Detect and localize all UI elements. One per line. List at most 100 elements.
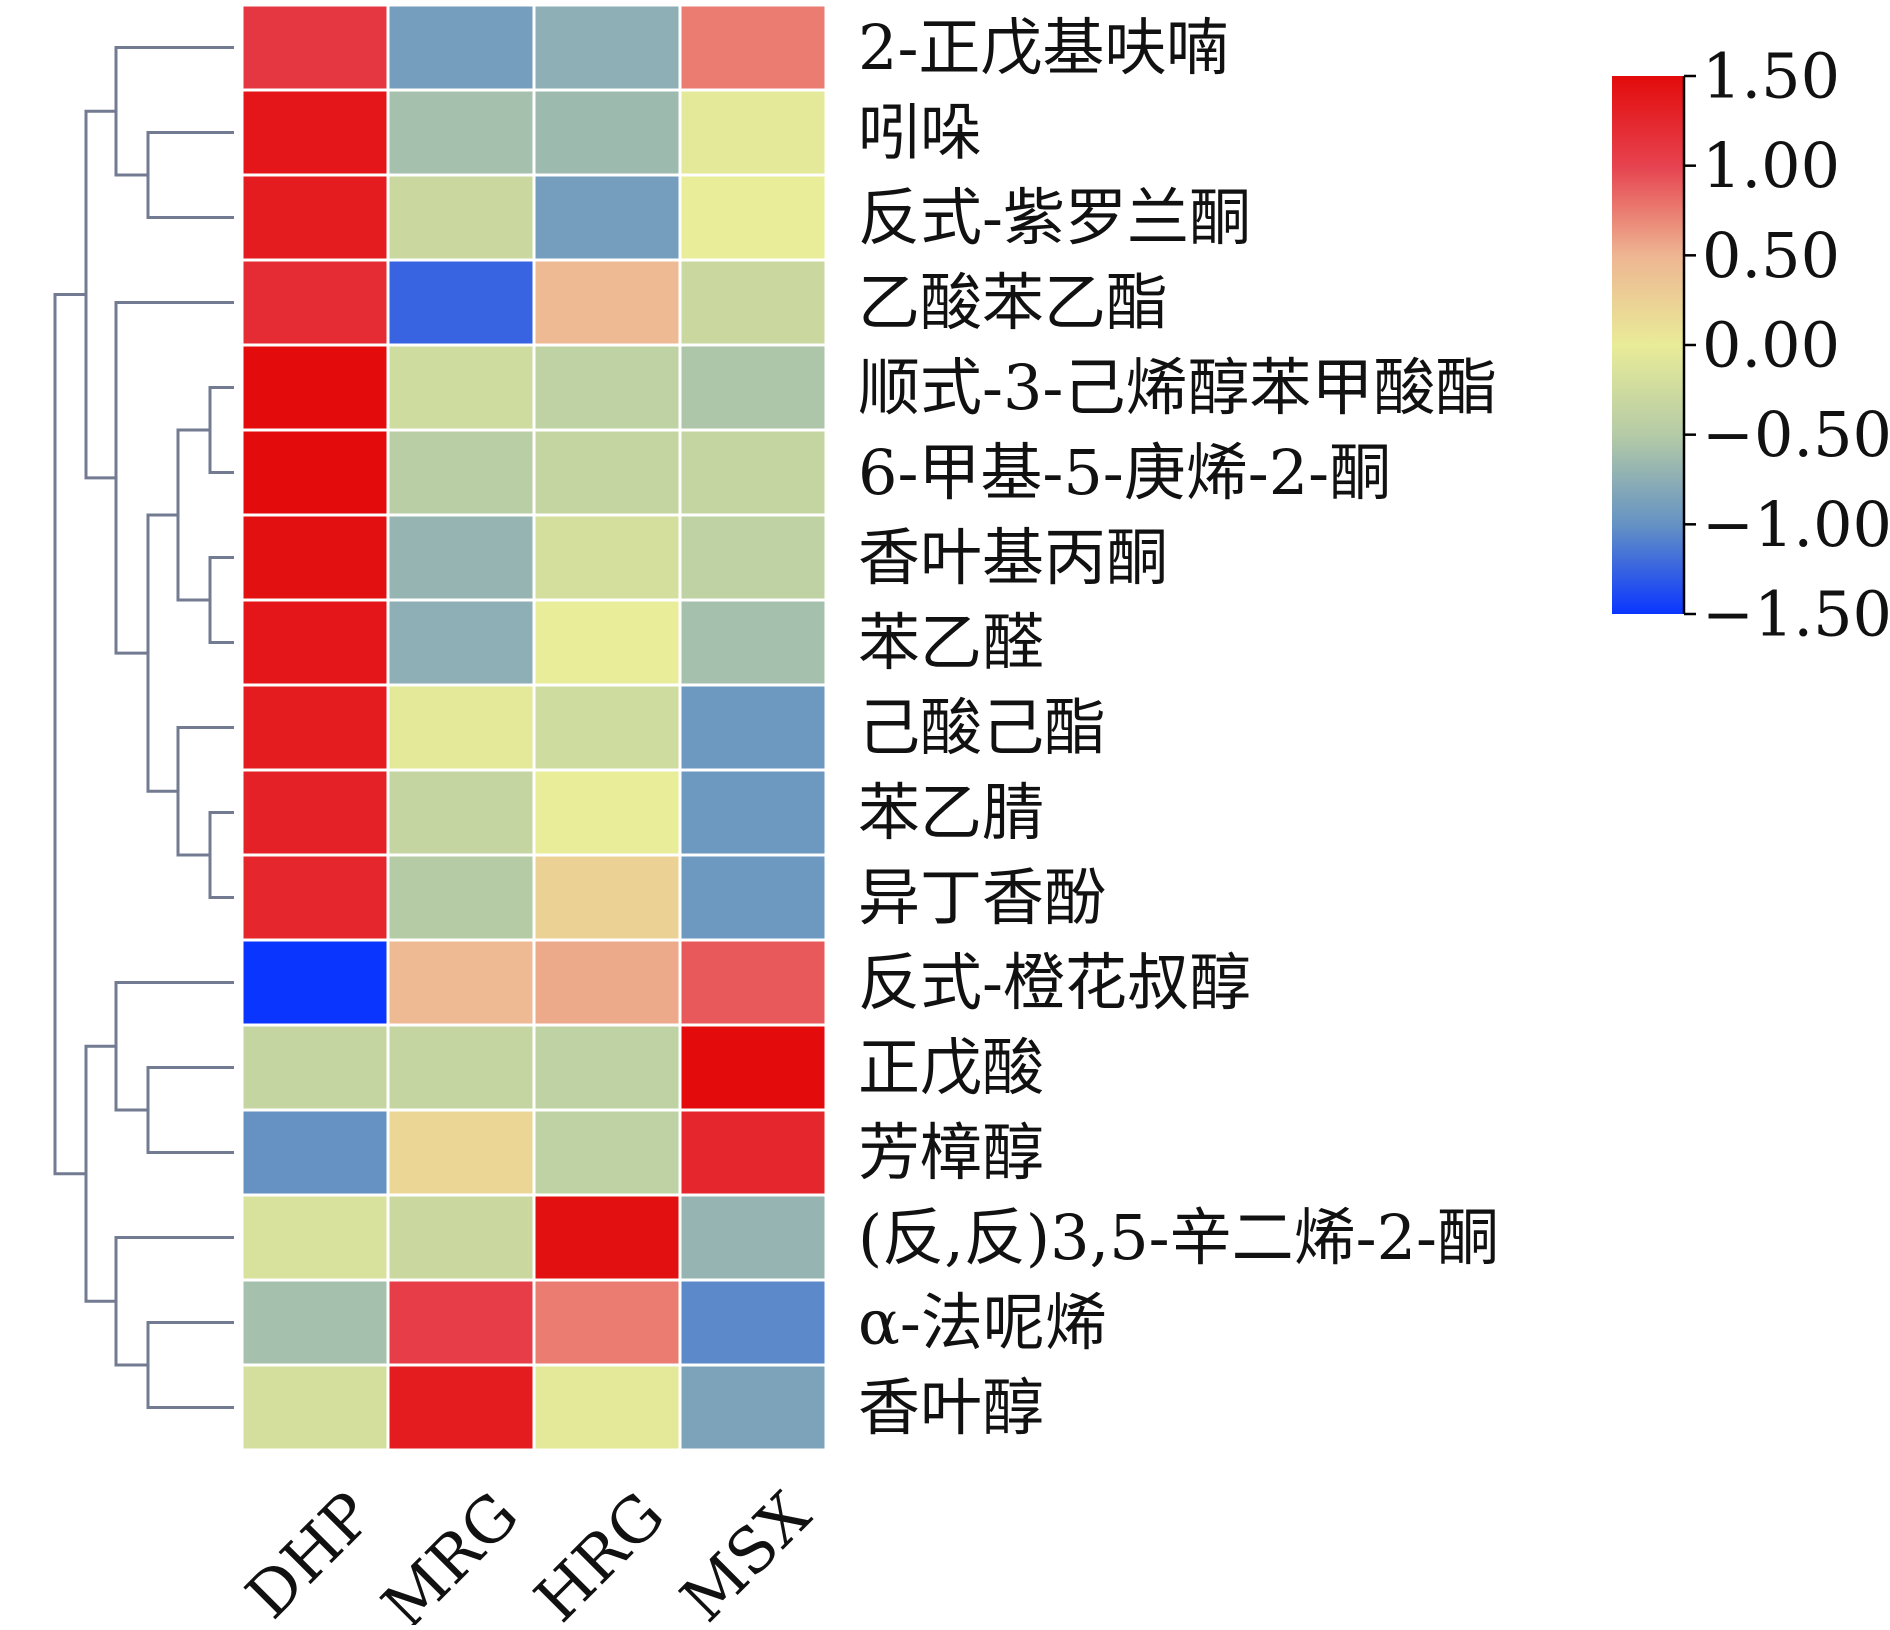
dendrogram-branch	[114, 301, 234, 655]
heatmap-cell	[678, 1363, 828, 1452]
heatmap-cell	[386, 1363, 536, 1452]
column-label: DHP	[232, 1478, 387, 1625]
heatmap-cell	[678, 343, 828, 432]
heatmap-cell	[532, 598, 682, 687]
heatmap-cell	[386, 343, 536, 432]
row-label: 反式-橙花叔醇	[858, 946, 1251, 1019]
heatmap-cell	[386, 88, 536, 177]
heatmap-cell	[386, 598, 536, 687]
row-label: 顺式-3-己烯醇苯甲酸酯	[858, 351, 1497, 424]
heatmap-cell	[386, 938, 536, 1027]
heatmap-cell	[678, 853, 828, 942]
colorbar-tick-label: 1.50	[1702, 40, 1840, 113]
heatmap-cell	[240, 343, 390, 432]
dendrogram-branch	[146, 1066, 234, 1154]
heatmap-cell	[386, 853, 536, 942]
heatmap-cell	[240, 513, 390, 602]
colorbar-tick-label: 0.00	[1702, 309, 1840, 382]
heatmap-cell	[678, 768, 828, 857]
dendrogram-branch	[114, 46, 234, 177]
heatmap-cell	[678, 173, 828, 262]
heatmap-cell	[386, 1193, 536, 1282]
heatmap-cell	[386, 258, 536, 347]
column-label: MSX	[667, 1478, 825, 1625]
heatmap-cell	[532, 258, 682, 347]
row-label: 6-甲基-5-庚烯-2-酮	[858, 436, 1391, 509]
heatmap-cell	[532, 1108, 682, 1197]
heatmap-cell	[386, 1108, 536, 1197]
row-label: 2-正戊基呋喃	[858, 11, 1228, 84]
row-label: 香叶醇	[858, 1371, 1044, 1444]
colorbar-tick-label: 0.50	[1702, 219, 1840, 292]
heatmap-cell	[532, 88, 682, 177]
row-label: 苯乙腈	[858, 776, 1044, 849]
heatmap-cell	[240, 3, 390, 92]
heatmap-cell	[678, 428, 828, 517]
heatmap-cell	[678, 1108, 828, 1197]
heatmap-cell	[532, 428, 682, 517]
heatmap-cell	[532, 1278, 682, 1367]
dendrogram-branch	[208, 811, 234, 899]
heatmap-cell	[678, 938, 828, 1027]
row-label: 苯乙醛	[858, 606, 1044, 679]
column-label: HRG	[521, 1478, 679, 1625]
heatmap-cell	[678, 3, 828, 92]
dendrogram-branch	[114, 981, 234, 1112]
heatmap-cell	[386, 428, 536, 517]
dendrogram-branch	[53, 293, 86, 1176]
dendrogram-branch	[84, 109, 116, 480]
heatmap-cell	[532, 1363, 682, 1452]
dendrogram-branch	[208, 556, 234, 644]
heatmap-cell	[532, 3, 682, 92]
heatmap-cell	[240, 428, 390, 517]
heatmap-cell	[386, 1023, 536, 1112]
heatmap-cell	[240, 1278, 390, 1367]
heatmap-cell	[240, 938, 390, 1027]
dendrogram-branch	[146, 513, 178, 793]
heatmap-cell	[532, 1193, 682, 1282]
colorbar-gradient	[1612, 76, 1684, 614]
row-label: 乙酸苯乙酯	[858, 266, 1168, 339]
heatmap-cell	[240, 598, 390, 687]
heatmap-cell	[678, 1193, 828, 1282]
dendrogram-branch	[146, 1321, 234, 1409]
row-label: 己酸己酯	[858, 691, 1106, 764]
row-label: 异丁香酚	[858, 861, 1106, 934]
row-label: 正戊酸	[858, 1031, 1044, 1104]
row-label: 芳樟醇	[858, 1116, 1044, 1189]
heatmap-cell	[386, 768, 536, 857]
heatmap-cell	[386, 683, 536, 772]
heatmap-cell	[240, 1193, 390, 1282]
colorbar-tick-label: −0.50	[1702, 398, 1890, 471]
heatmap-cell	[532, 173, 682, 262]
colorbar-tick-label: −1.00	[1702, 488, 1890, 561]
heatmap-cell	[532, 1023, 682, 1112]
colorbar-tick-label: −1.50	[1702, 578, 1890, 651]
heatmap-cell	[532, 938, 682, 1027]
heatmap-cell	[240, 1363, 390, 1452]
row-label: 反式-紫罗兰酮	[858, 181, 1251, 254]
heatmap-cell	[240, 768, 390, 857]
colorbar: 1.50 1.00 0.50 0.00 −0.50 −1.00 −1.50	[1612, 40, 1890, 651]
row-label: 吲哚	[858, 96, 982, 169]
heatmap-cell	[240, 88, 390, 177]
colorbar-tick-label: 1.00	[1702, 129, 1840, 202]
heatmap-cell	[532, 343, 682, 432]
heatmap-cell	[386, 173, 536, 262]
heatmap-cell	[678, 88, 828, 177]
heatmap-cell	[678, 683, 828, 772]
heatmap-cell	[532, 853, 682, 942]
heatmap-cell	[386, 3, 536, 92]
heatmap-cell	[240, 683, 390, 772]
row-label: (反,反)3,5-辛二烯-2-酮	[858, 1201, 1499, 1274]
heatmap-cell	[386, 513, 536, 602]
heatmap-cell	[240, 1023, 390, 1112]
heatmap-cell	[678, 598, 828, 687]
row-label: 香叶基丙酮	[858, 521, 1168, 594]
dendrogram-branch	[208, 386, 234, 474]
heatmap-cell	[386, 1278, 536, 1367]
row-label: α-法呢烯	[858, 1286, 1107, 1359]
